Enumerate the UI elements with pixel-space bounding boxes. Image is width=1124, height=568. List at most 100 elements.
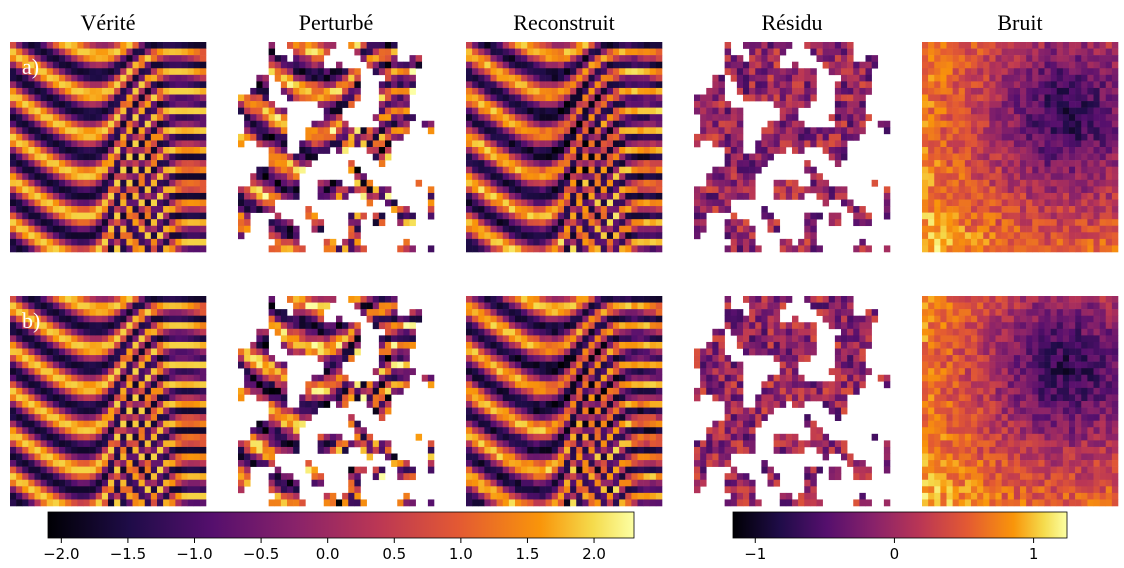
pixel (10, 42, 17, 49)
pixel (1007, 127, 1015, 135)
pixel (570, 81, 577, 89)
pixel (120, 219, 127, 227)
pixel (490, 199, 497, 207)
pixel (1111, 133, 1119, 141)
pixel (169, 466, 176, 474)
pixel (250, 101, 257, 108)
pixel (736, 173, 744, 181)
pixel (853, 120, 860, 128)
pixel (77, 166, 84, 174)
pixel (71, 87, 78, 95)
pixel (71, 173, 78, 181)
pixel (40, 101, 48, 108)
pixel (600, 219, 608, 227)
pixel (749, 48, 756, 56)
pixel (120, 460, 127, 467)
pixel (1093, 81, 1100, 89)
pixel (126, 192, 133, 200)
pixel (169, 153, 176, 161)
pixel (1026, 94, 1033, 102)
pixel (157, 355, 164, 362)
pixel (557, 120, 565, 128)
pixel (625, 94, 632, 102)
pixel (853, 127, 860, 135)
pixel (126, 466, 133, 474)
pixel (46, 87, 54, 95)
pixel (157, 407, 164, 415)
pixel (157, 486, 164, 494)
pixel (724, 192, 732, 200)
pixel (372, 192, 380, 200)
pixel (144, 460, 152, 467)
pixel (163, 401, 170, 408)
pixel (588, 186, 595, 194)
pixel (940, 153, 947, 161)
pixel (317, 48, 325, 56)
pixel (46, 173, 54, 181)
pixel (730, 68, 738, 76)
pixel (1026, 87, 1033, 95)
pixel (138, 147, 146, 154)
pixel (10, 186, 17, 194)
pixel (293, 94, 300, 102)
pixel (71, 335, 78, 343)
pixel (539, 245, 546, 253)
pixel (71, 414, 78, 421)
pixel (865, 74, 872, 82)
pixel (1013, 61, 1021, 69)
pixel (52, 407, 60, 415)
pixel (749, 166, 756, 174)
pixel (28, 179, 35, 187)
pixel (570, 127, 577, 135)
pixel (348, 238, 355, 246)
pixel (582, 61, 589, 69)
pixel (71, 160, 78, 167)
pixel (576, 48, 583, 56)
pixel (181, 140, 188, 148)
pixel (508, 61, 516, 69)
pixel (712, 101, 719, 108)
pixel (169, 368, 176, 376)
pixel (958, 140, 966, 148)
pixel (101, 114, 109, 122)
pixel (71, 473, 78, 481)
pixel (163, 466, 170, 474)
pixel (1087, 238, 1094, 246)
pixel (132, 219, 139, 227)
pixel (853, 87, 860, 95)
pixel (95, 147, 103, 154)
pixel (126, 238, 133, 246)
pixel (40, 374, 48, 382)
pixel (89, 114, 97, 122)
pixel (175, 101, 182, 108)
pixel (724, 68, 732, 76)
pixel (582, 101, 589, 108)
pixel (274, 232, 282, 240)
pixel (1044, 61, 1051, 69)
pixel (1099, 173, 1107, 181)
pixel (95, 133, 103, 141)
pixel (169, 212, 176, 220)
pixel (138, 407, 146, 415)
pixel (1062, 87, 1070, 95)
pixel (163, 414, 170, 421)
pixel (65, 166, 72, 174)
pixel (16, 427, 23, 435)
pixel (934, 186, 941, 194)
pixel (1062, 140, 1070, 148)
pixel (816, 173, 823, 181)
pixel (606, 245, 614, 253)
pixel (101, 302, 109, 310)
pixel (922, 232, 929, 240)
pixel (163, 446, 170, 454)
pixel (169, 173, 176, 181)
pixel (83, 140, 90, 148)
pixel (34, 361, 41, 369)
pixel (187, 206, 195, 213)
pixel (1111, 166, 1119, 174)
pixel (928, 232, 935, 240)
pixel (712, 81, 719, 89)
pixel (244, 94, 251, 102)
pixel (378, 107, 386, 115)
pixel (983, 166, 990, 174)
